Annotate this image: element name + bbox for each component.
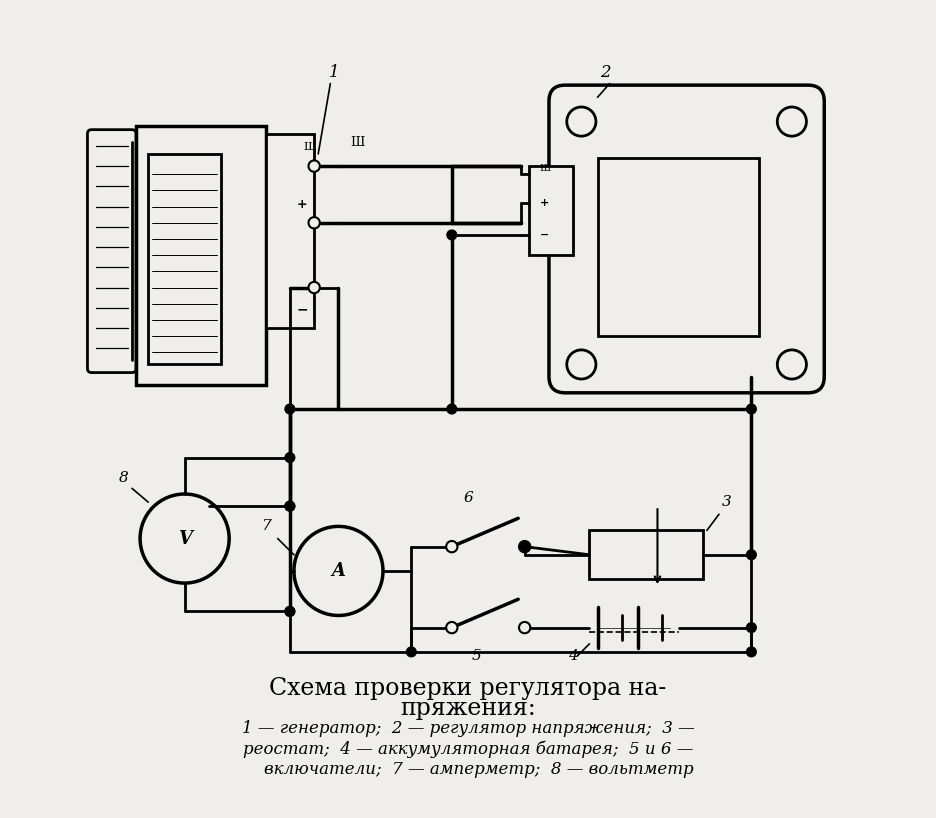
Text: −: −	[540, 230, 549, 240]
Text: 6: 6	[463, 491, 473, 505]
Circle shape	[309, 160, 320, 172]
Circle shape	[140, 494, 229, 583]
Circle shape	[567, 350, 596, 379]
Bar	[590, 530, 703, 579]
Circle shape	[285, 501, 295, 511]
Text: реостат;  4 — аккумуляторная батарея;  5 и 6 —: реостат; 4 — аккумуляторная батарея; 5 и…	[242, 740, 694, 757]
Circle shape	[747, 647, 756, 657]
Text: −: −	[296, 302, 308, 316]
Text: 3: 3	[723, 495, 732, 509]
Circle shape	[285, 607, 295, 616]
Circle shape	[285, 452, 295, 462]
Circle shape	[285, 501, 295, 511]
Text: 8: 8	[119, 471, 129, 485]
Text: 7: 7	[261, 519, 271, 533]
Text: 1: 1	[329, 64, 340, 81]
Circle shape	[519, 622, 531, 633]
Text: Ш: Ш	[304, 142, 316, 151]
FancyBboxPatch shape	[549, 85, 825, 393]
Circle shape	[447, 230, 457, 240]
Text: Ш: Ш	[351, 136, 365, 149]
Circle shape	[777, 107, 807, 136]
Text: Ш: Ш	[539, 164, 550, 173]
Text: Схема проверки регулятора на-: Схема проверки регулятора на-	[270, 676, 666, 700]
Circle shape	[309, 282, 320, 293]
Text: пряжения:: пряжения:	[400, 697, 536, 720]
Bar	[597, 158, 759, 336]
Circle shape	[285, 607, 295, 616]
Circle shape	[447, 404, 457, 414]
Circle shape	[285, 404, 295, 414]
Circle shape	[747, 404, 756, 414]
Text: включатели;  7 — амперметр;  8 — вольтметр: включатели; 7 — амперметр; 8 — вольтметр	[242, 761, 694, 778]
Circle shape	[747, 622, 756, 632]
Text: 1 — генератор;  2 — регулятор напряжения;  3 —: 1 — генератор; 2 — регулятор напряжения;…	[241, 721, 695, 737]
Text: 2: 2	[600, 64, 611, 81]
Circle shape	[446, 622, 458, 633]
Circle shape	[777, 350, 807, 379]
Circle shape	[519, 542, 530, 551]
Circle shape	[747, 550, 756, 560]
FancyBboxPatch shape	[87, 130, 136, 372]
Circle shape	[406, 647, 417, 657]
Bar	[136, 126, 266, 384]
Circle shape	[519, 541, 531, 552]
Text: 4: 4	[568, 649, 578, 663]
Text: A: A	[331, 562, 345, 580]
Text: 5: 5	[471, 649, 481, 663]
Text: +: +	[540, 197, 549, 208]
Text: V: V	[178, 529, 192, 547]
Circle shape	[294, 527, 383, 615]
Bar	[266, 133, 314, 328]
Text: +: +	[297, 198, 307, 210]
Bar	[148, 154, 221, 365]
Circle shape	[567, 107, 596, 136]
Bar	[529, 166, 573, 255]
Circle shape	[446, 541, 458, 552]
Circle shape	[309, 217, 320, 228]
